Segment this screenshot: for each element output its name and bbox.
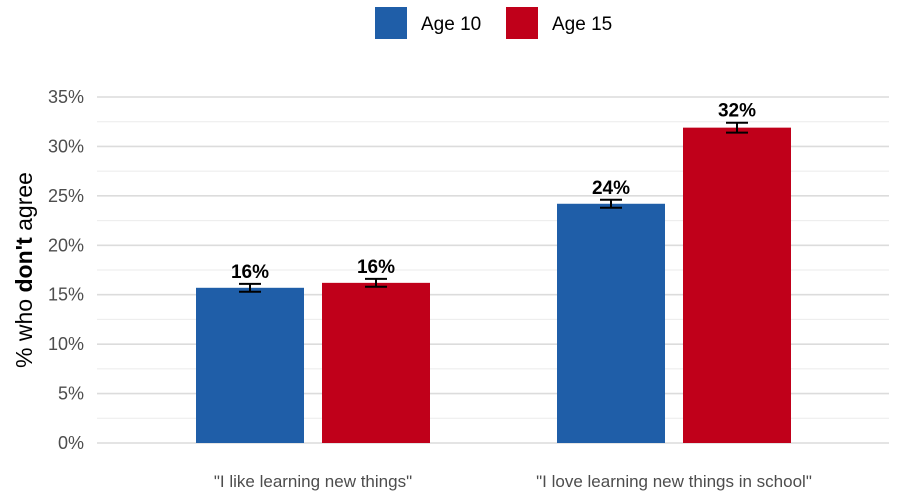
y-tick-label: 15% (48, 285, 84, 305)
y-axis-label: % who don't agree (11, 172, 37, 368)
y-tick-label: 0% (58, 433, 84, 453)
error-bars (239, 121, 748, 293)
legend-swatch (506, 7, 538, 39)
y-tick-label: 10% (48, 334, 84, 354)
y-tick-label: 25% (48, 186, 84, 206)
bars (196, 127, 791, 443)
data-label: 16% (231, 262, 269, 283)
x-axis-categories: "I like learning new things" "I love lear… (214, 472, 812, 491)
y-axis-label-prefix: % who (11, 293, 37, 368)
legend-swatch (375, 7, 407, 39)
data-label: 32% (718, 101, 756, 122)
y-axis-ticks: 0% 5% 10% 15% 20% 25% 30% 35% (48, 87, 84, 453)
data-label: 16% (357, 257, 395, 278)
bar (196, 287, 304, 443)
x-category-label: "I like learning new things" (214, 472, 412, 491)
bar (683, 127, 791, 443)
y-tick-label: 5% (58, 384, 84, 404)
data-label: 24% (592, 178, 630, 199)
legend-label: Age 10 (421, 14, 481, 35)
y-tick-label: 35% (48, 87, 84, 107)
legend-label: Age 15 (552, 14, 612, 35)
y-axis-label-suffix: agree (11, 172, 37, 237)
y-tick-label: 20% (48, 235, 84, 255)
y-tick-label: 30% (48, 136, 84, 156)
bar (322, 282, 430, 443)
data-labels: 16% 16% 24% 32% (231, 101, 756, 283)
x-category-label: "I love learning new things in school" (536, 472, 812, 491)
y-axis-label-bold: don't (11, 237, 37, 293)
legend: Age 10 Age 15 (375, 7, 612, 39)
bar (557, 203, 665, 443)
